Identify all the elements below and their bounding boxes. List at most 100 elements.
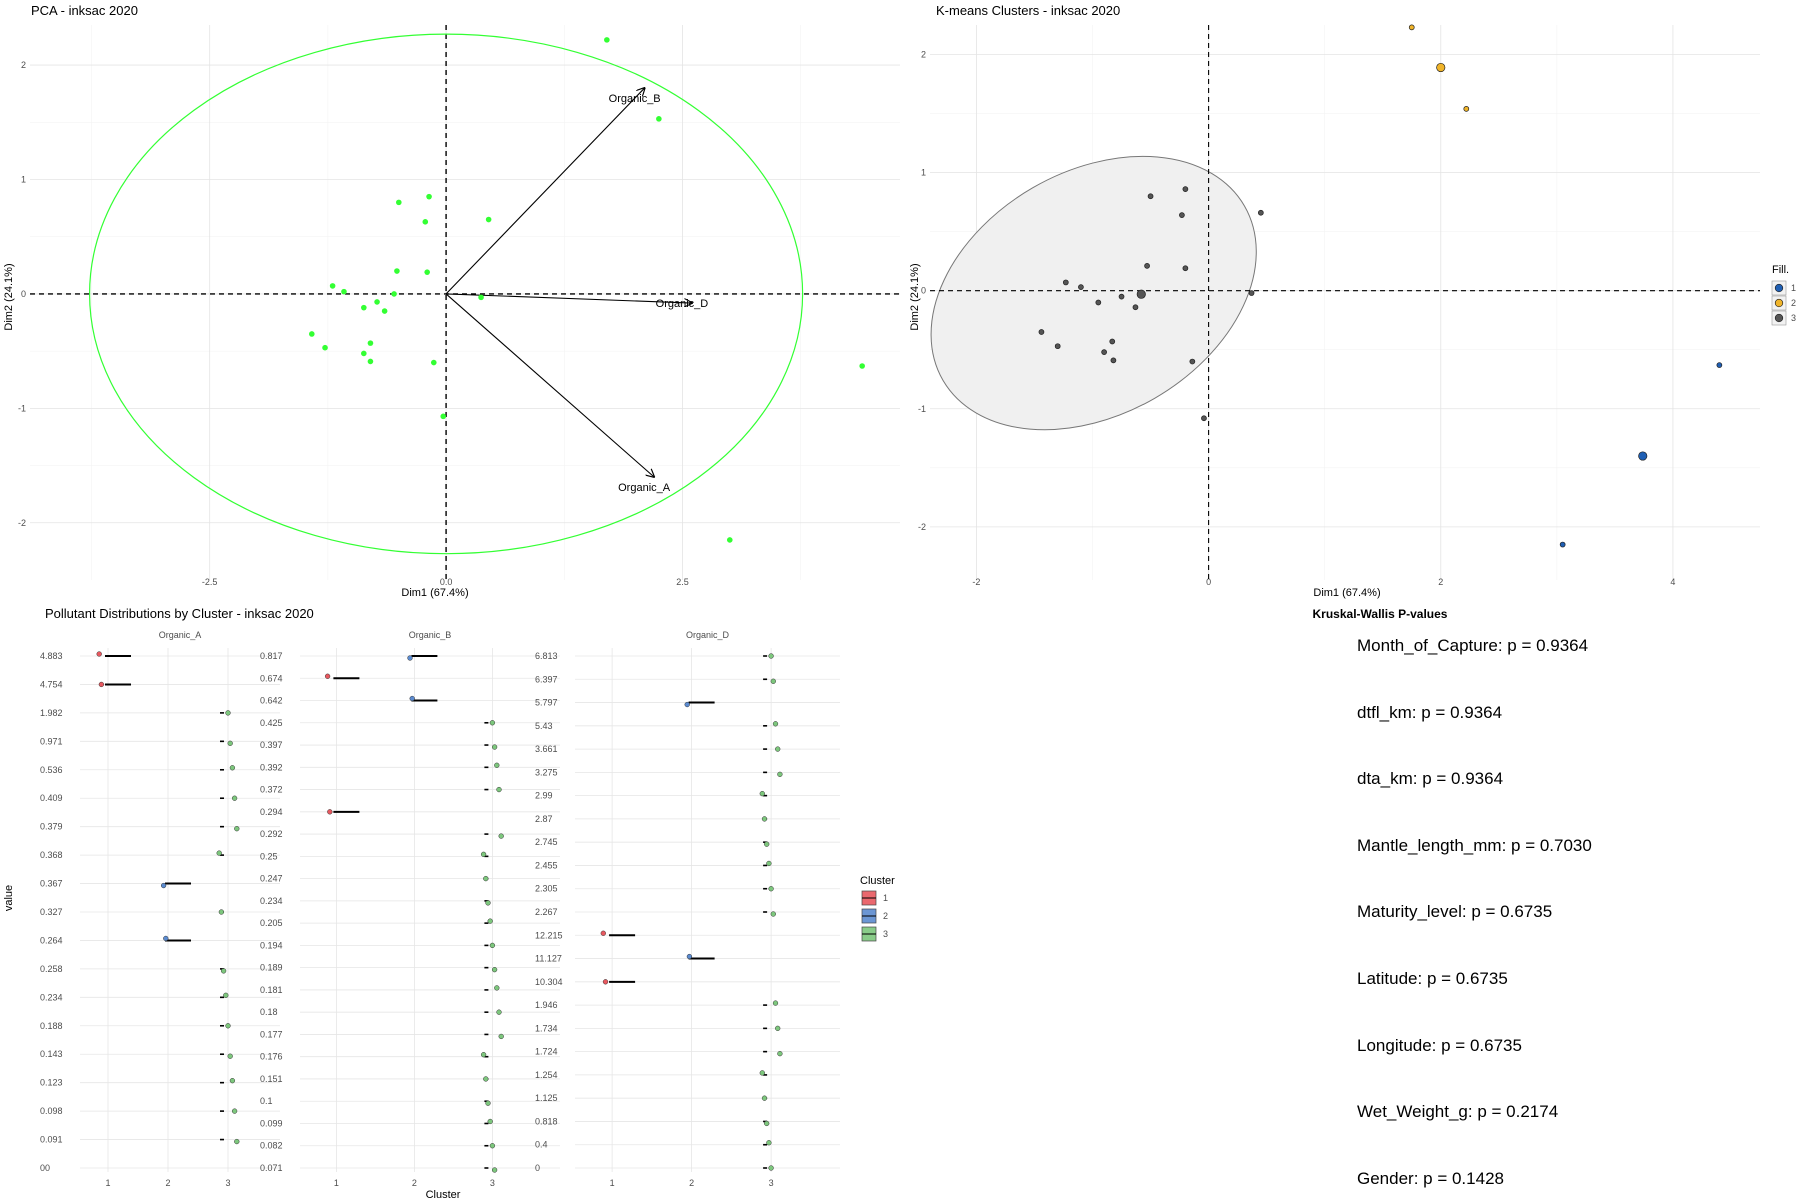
- kmeans-legend-label: 3: [1791, 313, 1796, 323]
- distribution-point: [234, 826, 240, 832]
- kmeans-point: [1179, 212, 1185, 218]
- pca-point: [341, 288, 347, 295]
- kmeans-point: [1463, 105, 1470, 112]
- pca-point: [604, 37, 610, 43]
- distribution-point: [761, 816, 768, 822]
- facet-x-tick-label: 1: [334, 1178, 339, 1188]
- distribution-point: [498, 1033, 504, 1040]
- facet-y-tick-label: 0.123: [40, 1078, 63, 1088]
- facet-y-tick-label: 12.215: [535, 930, 563, 940]
- distribution-point: [602, 979, 609, 985]
- facet-y-tick-label: 0.194: [260, 940, 283, 950]
- distribution-point: [324, 673, 331, 679]
- kmeans-point: [1101, 349, 1107, 355]
- facet-y-tick-label: 0.292: [260, 829, 283, 839]
- facet-x-tick-label: 3: [769, 1178, 774, 1188]
- facet-y-tick-label: 0.674: [260, 673, 283, 683]
- facet-y-tick-label: 0.091: [40, 1135, 63, 1145]
- kmeans-panel: K-means Clusters - inksac 2020 -2 0 2 4 2 1 0 -…: [909, 3, 1796, 599]
- distribution-point: [768, 1165, 774, 1171]
- distribution-point: [225, 1023, 231, 1029]
- facet-y-tick-label: 0.425: [260, 718, 283, 728]
- kmeans-point: [1257, 209, 1264, 216]
- pca-vector-arrow: [445, 88, 645, 295]
- kmeans-point: [1248, 290, 1255, 296]
- facet-y-tick-label: 2.305: [535, 884, 558, 894]
- facet-y-tick-label: 0.258: [40, 964, 63, 974]
- pca-y-axis-label: Dim2 (24.1%): [3, 263, 15, 330]
- facet-y-tick-label: 2.745: [535, 837, 558, 847]
- facet-y-tick-label: 0.205: [260, 918, 283, 928]
- kmeans-legend-swatch: [1774, 298, 1784, 308]
- facet-y-tick-label: 0.392: [260, 762, 283, 772]
- kw-line: Month_of_Capture: p = 0.9364: [1357, 636, 1589, 655]
- facet-y-tick-label: 3.661: [535, 744, 558, 754]
- pca-x-tick-label: 2.5: [676, 577, 689, 587]
- kmeans-point: [1095, 299, 1102, 306]
- facet-y-tick-label: 1.125: [535, 1093, 558, 1103]
- kmeans-legend-label: 1: [1791, 283, 1796, 293]
- distribution-marks: Organic_A 4.883 4.754 1.982 0.971 0.536 0.409 0…: [40, 630, 840, 1188]
- kmeans-point: [1062, 279, 1069, 286]
- pca-point: [656, 116, 662, 122]
- distribution-point: [768, 886, 774, 892]
- distribution-point: [491, 744, 498, 750]
- distribution-legend: Cluster 1 2 3: [860, 875, 895, 942]
- kmeans-y-tick-label: 0: [921, 286, 926, 296]
- distribution-point: [480, 851, 487, 857]
- distribution-point: [768, 653, 774, 659]
- pca-y-tick-label: 1: [21, 174, 26, 184]
- facet-y-tick-label: 0.642: [260, 696, 283, 706]
- distribution-point: [761, 1095, 768, 1101]
- facet-y-tick-label: 1.982: [40, 708, 63, 718]
- distribution-point: [494, 762, 500, 768]
- pca-y-tick-label: -1: [18, 403, 26, 413]
- facet-y-tick-label: 2.99: [535, 791, 553, 801]
- pca-vector-arrow: [446, 293, 692, 303]
- kmeans-x-tick-label: -2: [972, 577, 980, 587]
- pca-vector-arrow: [445, 293, 654, 477]
- facet-y-tick-label: 0.18: [260, 1007, 278, 1017]
- kmeans-y-axis-label: Dim2 (24.1%): [909, 263, 921, 330]
- facet-y-tick-label: 0.397: [260, 740, 283, 750]
- distribution-point: [498, 833, 504, 839]
- distribution-y-axis-label: value: [3, 885, 15, 911]
- facet-y-tick-label: 0.176: [260, 1052, 283, 1062]
- pca-point: [367, 340, 374, 346]
- kmeans-point: [1110, 357, 1117, 364]
- distribution-point: [766, 1140, 772, 1146]
- kmeans-point: [1147, 193, 1154, 200]
- distribution-point: [775, 746, 781, 752]
- facet-y-tick-label: 0.188: [40, 1021, 63, 1031]
- facet-strip-label: Organic_D: [686, 630, 730, 640]
- kruskal-wallis-title: Kruskal-Wallis P-values: [1313, 607, 1448, 621]
- facet-y-tick-label: 0.25: [260, 851, 278, 861]
- kmeans-point: [1559, 541, 1566, 548]
- facet-y-tick-label: 0.143: [40, 1049, 63, 1059]
- facet-y-tick-label: 2.455: [535, 860, 558, 870]
- facet-y-tick-label: 0.189: [260, 963, 283, 973]
- distribution-point: [491, 1167, 498, 1173]
- facet-y-tick-label: 5.43: [535, 721, 553, 731]
- distribution-point: [231, 795, 238, 801]
- distribution-point: [772, 721, 779, 727]
- kmeans-point: [1436, 62, 1446, 73]
- facet-y-tick-label: 0.264: [40, 935, 63, 945]
- kw-line: Maturity_level: p = 0.6735: [1357, 902, 1553, 921]
- facet-y-tick-label: 2.267: [535, 907, 558, 917]
- distribution-point: [223, 992, 229, 998]
- kmeans-y-tick-label: -1: [918, 404, 926, 414]
- distribution-point: [480, 1052, 487, 1058]
- facet-x-tick-label: 3: [490, 1178, 495, 1188]
- pca-vector-label: Organic_B: [609, 93, 661, 105]
- pca-point: [726, 537, 733, 543]
- distribution-point: [491, 967, 498, 973]
- distribution-point: [766, 860, 772, 867]
- distribution-point: [777, 771, 783, 778]
- kmeans-point: [1118, 293, 1125, 300]
- kw-line: Wet_Weight_g: p = 0.2174: [1357, 1102, 1559, 1121]
- distribution-point: [225, 710, 231, 716]
- facet-y-tick-label: 6.813: [535, 651, 558, 661]
- distribution-point: [231, 1108, 238, 1114]
- kw-line: Gender: p = 0.1428: [1357, 1169, 1504, 1188]
